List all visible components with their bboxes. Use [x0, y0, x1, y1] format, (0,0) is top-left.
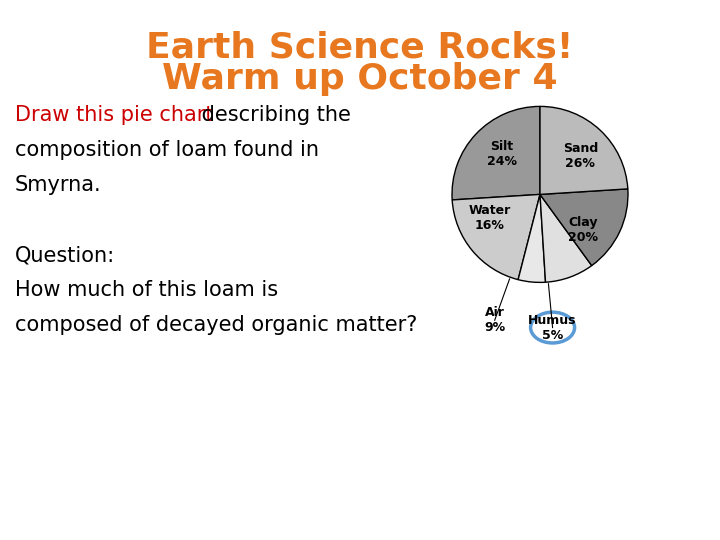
Text: Warm up October 4: Warm up October 4 — [162, 62, 558, 96]
Text: Draw this pie chart: Draw this pie chart — [15, 105, 214, 125]
Wedge shape — [540, 106, 628, 194]
Text: Humus
5%: Humus 5% — [528, 314, 577, 342]
Text: Silt
24%: Silt 24% — [487, 140, 517, 168]
Text: Water
16%: Water 16% — [469, 204, 511, 232]
Text: composed of decayed organic matter?: composed of decayed organic matter? — [15, 315, 418, 335]
Wedge shape — [540, 194, 592, 282]
Text: Smyrna.: Smyrna. — [15, 175, 102, 195]
Wedge shape — [518, 194, 546, 282]
Text: Earth Science Rocks!: Earth Science Rocks! — [146, 30, 574, 64]
Text: composition of loam found in: composition of loam found in — [15, 140, 319, 160]
Text: Sand
26%: Sand 26% — [563, 143, 598, 171]
Text: Question:: Question: — [15, 245, 115, 265]
Wedge shape — [540, 189, 628, 266]
Text: How much of this loam is: How much of this loam is — [15, 280, 278, 300]
Text: Air
9%: Air 9% — [484, 306, 505, 334]
Wedge shape — [452, 194, 540, 280]
Text: Clay
20%: Clay 20% — [567, 216, 598, 244]
Wedge shape — [452, 106, 540, 200]
Text: describing the: describing the — [195, 105, 351, 125]
